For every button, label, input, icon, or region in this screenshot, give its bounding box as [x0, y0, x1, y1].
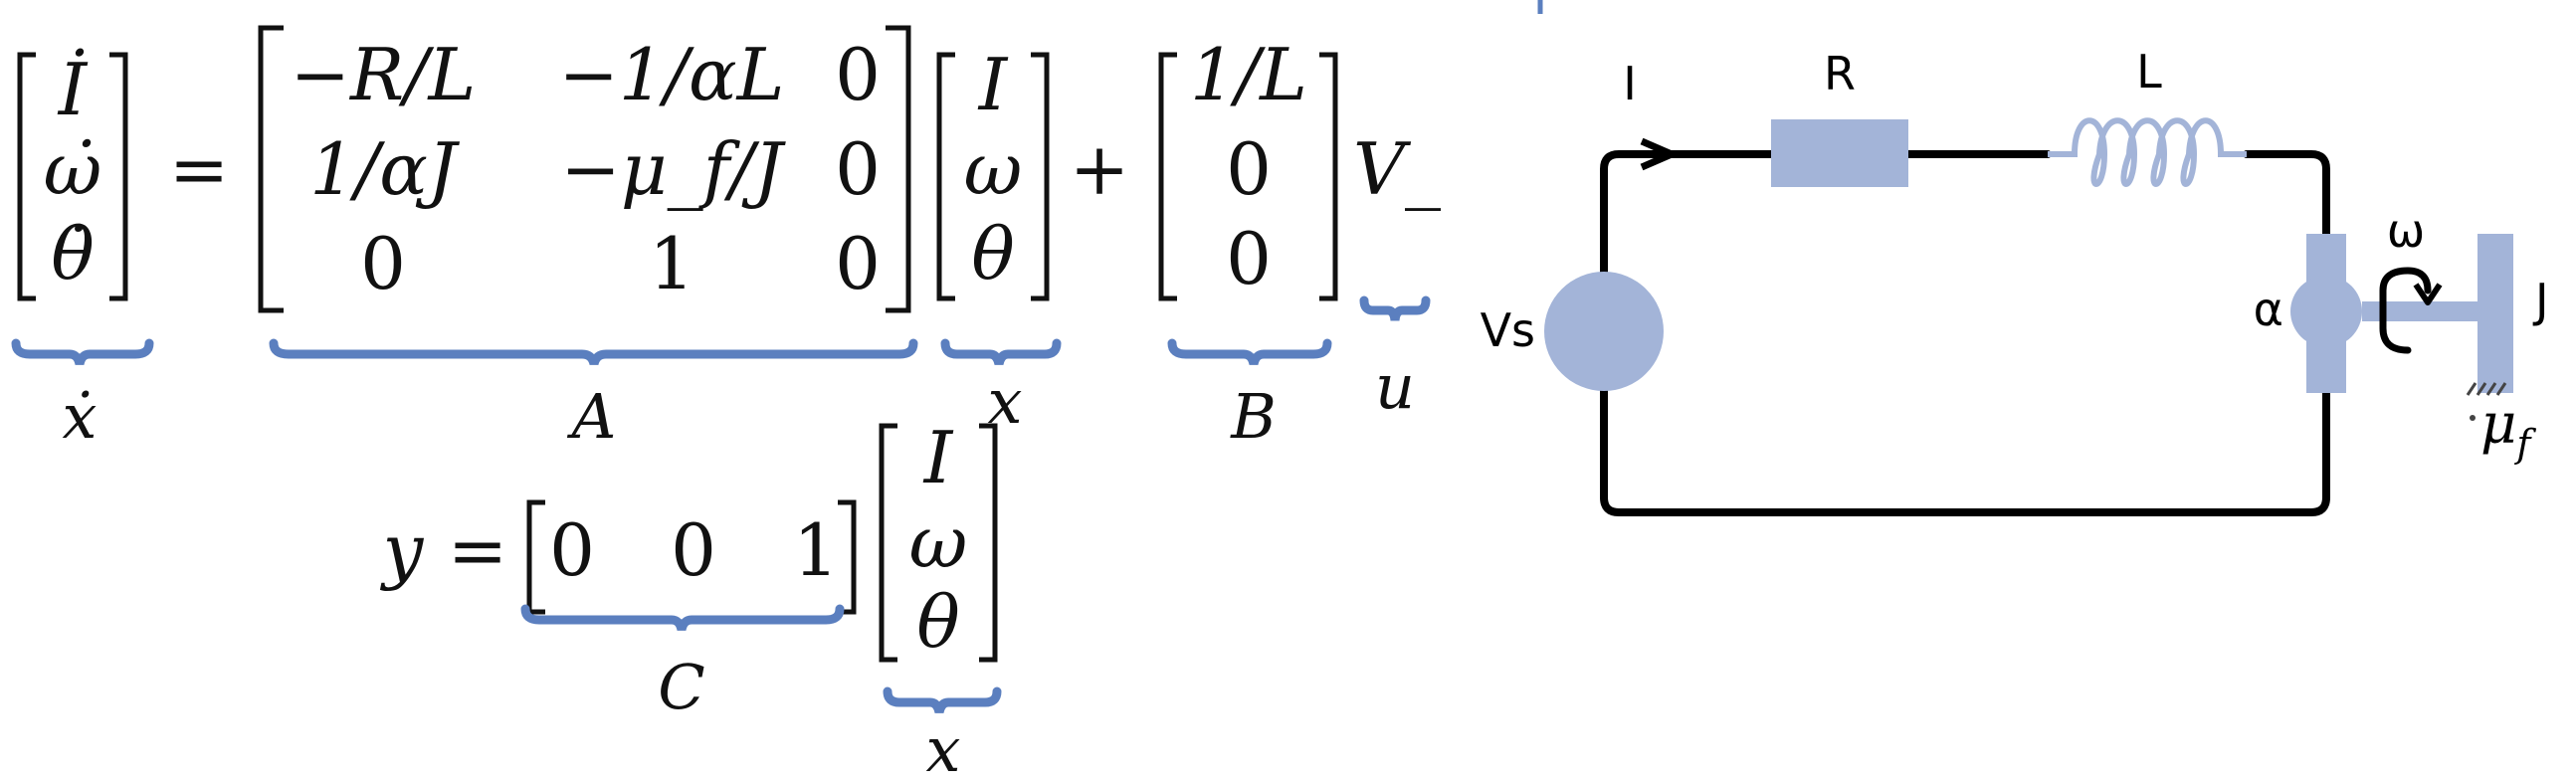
current-arrow-icon [1640, 137, 1676, 171]
voltage-source [1544, 272, 1664, 391]
motor-rotor [2290, 276, 2362, 347]
plus-sign: + [1070, 127, 1129, 211]
underbrace-x [940, 338, 1062, 366]
wire-right-bottom [1600, 384, 2330, 516]
bracket-A-right [886, 25, 911, 313]
bracket-C-left [526, 499, 545, 615]
A-entry: −R/L [291, 33, 477, 116]
C-entry: 1 [793, 508, 839, 592]
rotation-arrow-icon [2379, 267, 2432, 354]
resistor-label: R [1824, 47, 1856, 100]
motor-label: α [2254, 283, 2283, 336]
x-entry: ω [964, 127, 1023, 211]
underbrace-A [269, 338, 918, 366]
output-equals: = [448, 508, 507, 592]
xdot-entry: θ̇ [51, 212, 94, 295]
rotation-arrowhead-icon [2413, 283, 2443, 305]
bracket-x-left [936, 52, 955, 301]
B-entry: 0 [1226, 217, 1272, 300]
underbrace-u [1359, 295, 1431, 321]
speed-label: ω [2387, 204, 2426, 258]
input-Vs: V_S [1353, 127, 1443, 211]
xdot-entry: ω̇ [44, 127, 102, 211]
C-entry: 0 [671, 508, 716, 592]
bracket-xdot-left [17, 52, 36, 301]
underbrace-xdot [11, 338, 154, 366]
A-entry: 0 [360, 222, 406, 305]
B-entry: 1/L [1190, 33, 1307, 116]
underbrace-C [520, 604, 845, 632]
dc-motor-circuit: I R L Vs α J ω μf [1481, 0, 2549, 516]
A-entry: −μ_f/J [561, 127, 787, 211]
underbrace-B [1167, 338, 1332, 366]
wire-top-right [2243, 150, 2330, 243]
output-y: y [380, 508, 425, 592]
A-entry: 1 [649, 222, 694, 305]
inertia-disk [2477, 234, 2513, 393]
x-entry: I [977, 43, 1009, 126]
underbrace-y-x [883, 686, 1002, 714]
label-x: x [988, 365, 1023, 438]
current-label: I [1623, 57, 1637, 110]
label-B: B [1230, 380, 1277, 453]
friction-hatch-icon [2466, 382, 2507, 396]
xdot-entry: İ [57, 47, 89, 131]
wire-top-left [1600, 150, 1775, 278]
inductor-label: L [2136, 45, 2162, 98]
bracket-y-x-left [879, 423, 897, 663]
C-entry: 0 [549, 508, 595, 592]
label-y-x: x [926, 713, 961, 783]
friction-dot [2470, 415, 2476, 421]
resistor [1771, 119, 1908, 187]
source-label: Vs [1481, 303, 1535, 357]
bracket-x-right [1031, 52, 1050, 301]
A-entry: 0 [835, 127, 881, 211]
y-x-entry: I [922, 416, 954, 499]
label-C: C [658, 651, 704, 723]
inertia-label: J [2532, 274, 2549, 327]
label-xdot: ẋ [63, 380, 98, 453]
A-entry: −1/αL [559, 33, 785, 116]
y-x-entry: θ [916, 580, 959, 664]
inductor [2048, 117, 2247, 187]
A-entry: 1/αJ [309, 127, 461, 211]
bracket-xdot-right [109, 52, 128, 301]
bracket-y-x-right [979, 423, 998, 663]
bracket-C-right [838, 499, 857, 615]
bracket-B-right [1319, 52, 1338, 301]
equals-sign: = [169, 127, 229, 211]
B-entry: 0 [1226, 127, 1272, 211]
state-space-equations: İ ω̇ θ̇ = −R/L −1/αL 0 1/αJ −μ_f/J 0 0 1… [11, 25, 1443, 783]
label-u: u [1375, 350, 1415, 423]
friction-label: μf [2480, 392, 2536, 466]
x-entry: θ [971, 212, 1014, 295]
label-A: A [567, 380, 617, 453]
bracket-A-left [258, 25, 284, 313]
motor-shaft [2362, 301, 2491, 321]
y-x-entry: ω [909, 500, 968, 584]
bracket-B-left [1158, 52, 1177, 301]
A-entry: 0 [835, 33, 881, 116]
A-entry: 0 [835, 222, 881, 305]
